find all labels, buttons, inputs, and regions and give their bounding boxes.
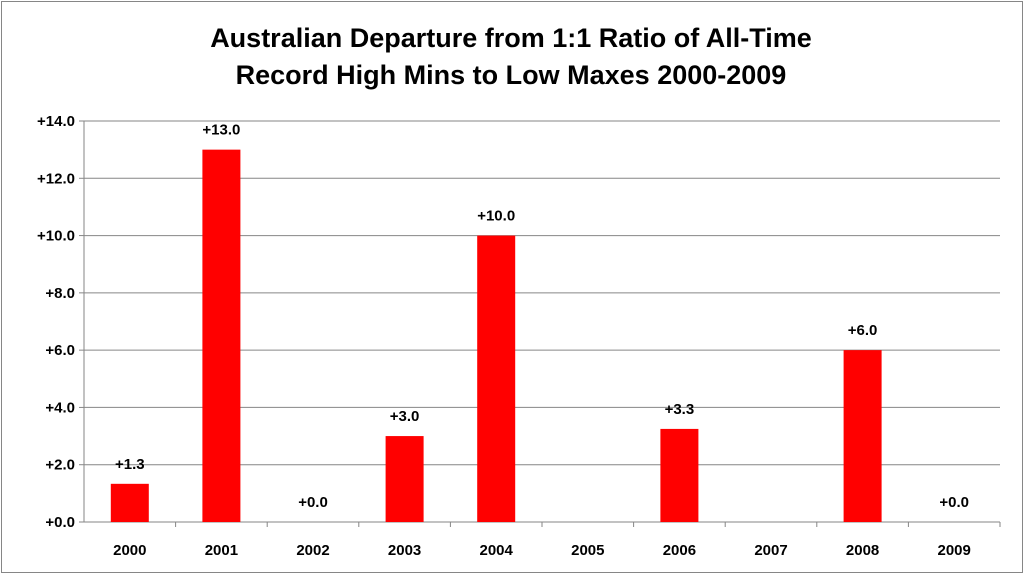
data-label: +3.0 [390,408,420,425]
data-label: +0.0 [298,494,328,511]
data-label: +10.0 [477,208,515,225]
y-tick-label: +10.0 [37,228,75,245]
data-label: +6.0 [848,322,878,339]
data-label: +1.3 [115,456,145,473]
x-tick-label: 2006 [663,542,696,559]
x-tick-label: 2004 [480,542,514,559]
y-tick-label: +8.0 [45,285,75,302]
y-tick-label: +0.0 [45,514,75,531]
x-tick-label: 2008 [846,542,879,559]
x-tick-label: 2001 [205,542,238,559]
data-label: +3.3 [665,401,695,418]
bar [110,483,149,522]
data-label: +13.0 [202,122,240,139]
x-tick-label: 2009 [938,542,971,559]
y-tick-label: +4.0 [45,399,75,416]
y-tick-label: +2.0 [45,457,75,474]
bar [202,149,241,522]
bar [843,350,882,522]
x-tick-label: 2003 [388,542,421,559]
x-tick-label: 2000 [113,542,146,559]
chart-title: Australian Departure from 1:1 Ratio of A… [210,23,812,90]
y-tick-label: +14.0 [37,113,75,130]
y-tick-label: +12.0 [37,170,75,187]
x-tick-label: 2007 [754,542,787,559]
x-tick-label: 2005 [571,542,604,559]
y-tick-label: +6.0 [45,342,75,359]
data-label: +0.0 [939,494,969,511]
bar [660,428,699,522]
bar [385,436,424,522]
bar [477,235,516,523]
x-tick-label: 2002 [296,542,329,559]
